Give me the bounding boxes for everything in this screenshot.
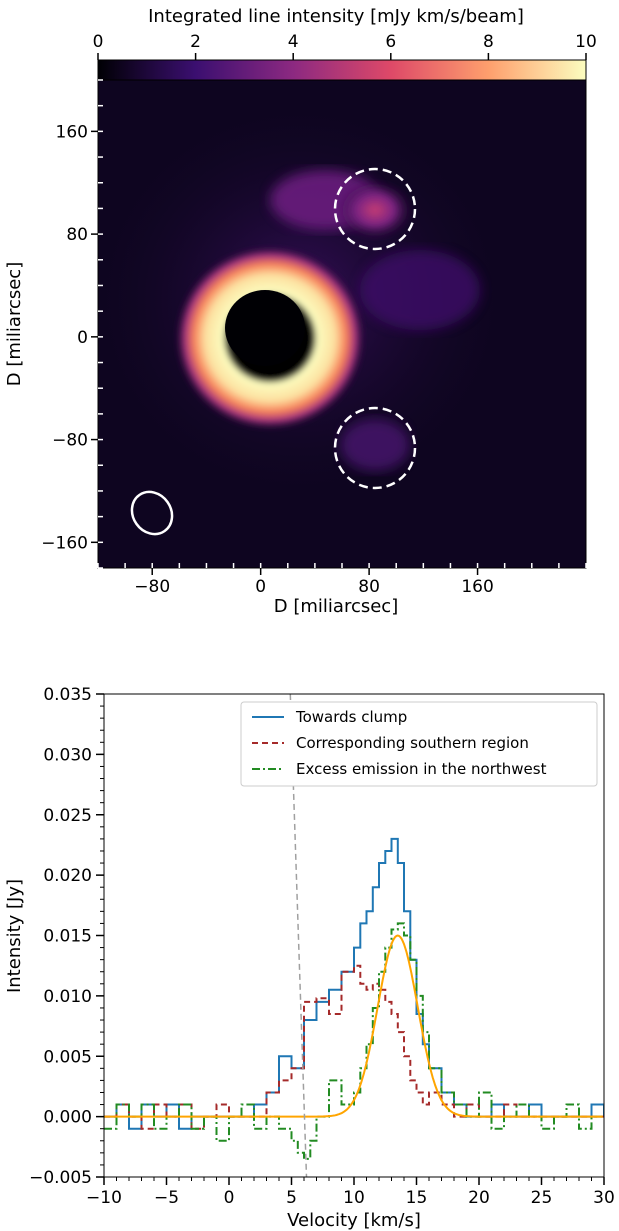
spectrum-y-tick-label: 0.010: [43, 987, 92, 1007]
colorbar-tick-label: 10: [575, 32, 597, 52]
intensity-map: −80 0 80 160 −160 −80 0 80 160 D [miliarcsec] D …: [4, 79, 587, 617]
spectrum-y-tick-label: 0.015: [43, 927, 92, 947]
spectrum-x-tick-label: 10: [343, 1188, 365, 1208]
northwest-clump: [337, 180, 413, 240]
colorbar-tick-label: 6: [385, 32, 396, 52]
clump-circle: [333, 167, 417, 251]
spectrum-x-tick-label: 20: [468, 1188, 490, 1208]
spectrum-ticks: −10 −5 0 5 10 15 20 25 30 −0.005 0.000 0.005 0.010 0.…: [29, 685, 615, 1208]
series-southern-region: [104, 964, 604, 1130]
legend: Towards clump Corresponding southern reg…: [240, 701, 598, 787]
legend-label-northwest: Excess emission in the northwest: [296, 760, 547, 778]
map-y-tick-label: 160: [56, 122, 88, 142]
colorbar-gradient: [97, 59, 587, 81]
colorbar-tick-label: 2: [190, 32, 201, 52]
spectrum-x-axis-label: Velocity [km/s]: [287, 1210, 421, 1231]
colorbar-tick-label: 4: [288, 32, 299, 52]
legend-label-clump: Towards clump: [295, 708, 407, 726]
spectrum-x-tick-label: −10: [86, 1188, 122, 1208]
colorbar-tick-label: 0: [93, 32, 104, 52]
series-northwest-excess: [104, 922, 604, 1160]
east-tail: [360, 250, 480, 330]
spectrum-y-tick-label: 0.005: [43, 1047, 92, 1067]
southern-circle: [333, 406, 417, 490]
spectrum-y-axis-label: Intensity [Jy]: [4, 879, 25, 993]
spectrum-y-tick-label: 0.025: [43, 806, 92, 826]
legend-box: [240, 701, 598, 787]
spectrum-y-tick-label: −0.005: [29, 1168, 92, 1188]
map-y-axis-label: D [miliarcsec]: [4, 262, 25, 386]
colorbar: Integrated line intensity [mJy km/s/beam…: [93, 6, 597, 81]
spectrum-x-tick-label: 5: [286, 1188, 297, 1208]
colorbar-label: Integrated line intensity [mJy km/s/beam…: [148, 6, 524, 27]
legend-label-southern: Corresponding southern region: [296, 734, 529, 752]
map-y-tick-label: −160: [41, 533, 88, 553]
map-x-tick-label: 80: [358, 577, 380, 597]
spectrum-x-tick-label: 30: [593, 1188, 615, 1208]
south-patch: [340, 419, 410, 471]
spectrum-y-tick-label: 0.030: [43, 745, 92, 765]
spectrum-x-tick-label: −5: [154, 1188, 179, 1208]
spectrum-x-tick-label: 15: [406, 1188, 428, 1208]
spectrum-x-tick-label: 0: [224, 1188, 235, 1208]
map-x-tick-label: 0: [255, 577, 266, 597]
spectrum-y-tick-label: 0.000: [43, 1108, 92, 1128]
spectrum-x-tick-label: 25: [531, 1188, 553, 1208]
map-emission: [98, 80, 530, 536]
map-x-tick-label: −80: [134, 577, 170, 597]
map-y-tick-label: −80: [52, 431, 88, 451]
beam-ellipse: [130, 490, 174, 536]
map-ticks: −80 0 80 160 −160 −80 0 80 160: [41, 79, 587, 597]
colorbar-ticks: 0 2 4 6 8 10: [93, 32, 597, 60]
map-y-tick-label: 0: [77, 328, 88, 348]
map-x-axis-label: D [miliarcsec]: [274, 596, 398, 617]
central-hole: [225, 290, 305, 366]
colorbar-tick-label: 8: [483, 32, 494, 52]
series-gaussian-fit: [104, 934, 603, 1118]
spectrum-chart: −10 −5 0 5 10 15 20 25 30 −0.005 0.000 0.005 0.010 0.…: [4, 685, 615, 1231]
spectrum-y-tick-label: 0.035: [43, 685, 92, 705]
map-y-tick-label: 80: [66, 225, 88, 245]
spectrum-y-tick-label: 0.020: [43, 866, 92, 886]
map-x-tick-label: 160: [461, 577, 493, 597]
